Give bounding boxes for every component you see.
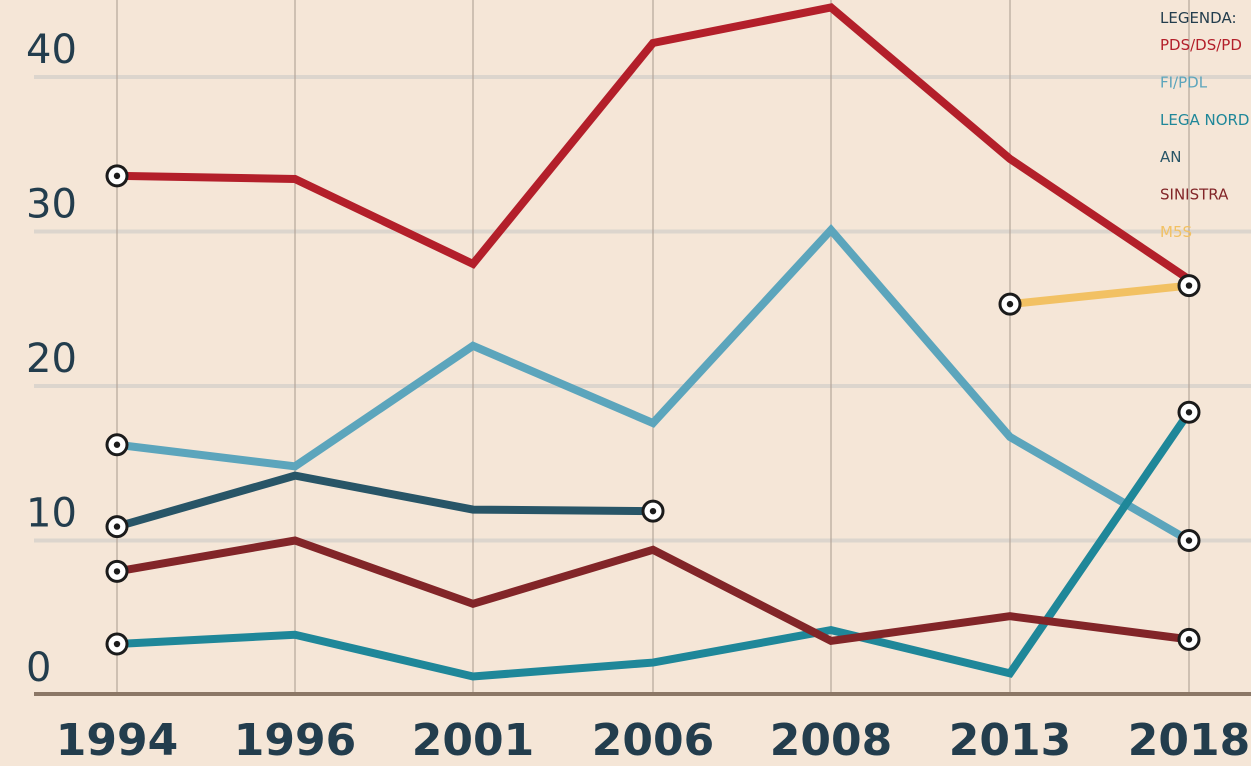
legend-item-an: AN xyxy=(1160,148,1181,166)
data-point-marker xyxy=(1177,274,1201,298)
data-point-marker xyxy=(105,559,129,583)
y-axis: 0 10 20 30 40 xyxy=(26,27,77,691)
y-tick-label: 0 xyxy=(26,645,51,691)
series-line-pds-ds-pd xyxy=(116,3,1192,283)
data-markers xyxy=(105,164,1201,656)
y-tick-label: 30 xyxy=(26,182,77,228)
data-point-marker xyxy=(1177,627,1201,651)
series-line-sinistra xyxy=(116,536,1190,646)
gridlines xyxy=(34,75,1251,543)
x-tick-label: 2013 xyxy=(949,715,1071,766)
x-tick-label: 2006 xyxy=(592,715,714,766)
y-tick-label: 10 xyxy=(26,491,77,537)
legend-item-fi-pdl: FI/PDL xyxy=(1160,73,1208,91)
x-tick-label: 1994 xyxy=(56,715,178,766)
x-tick-label: 2018 xyxy=(1128,715,1250,766)
data-point-marker xyxy=(105,433,129,457)
y-tick-label: 40 xyxy=(26,27,77,73)
year-guides xyxy=(116,0,1190,694)
legend-title: LEGENDA: xyxy=(1160,9,1237,27)
x-axis: 1994 1996 2001 2006 2008 2013 2018 xyxy=(34,692,1251,766)
data-point-marker xyxy=(998,292,1022,316)
legend: LEGENDA: PDS/DS/PD FI/PDL LEGA NORD AN SINIS… xyxy=(1160,9,1250,241)
legend-item-m5s: M5S xyxy=(1160,223,1192,241)
x-tick-label: 1996 xyxy=(234,715,356,766)
data-point-marker xyxy=(1177,400,1201,424)
data-point-marker xyxy=(105,164,129,188)
legend-item-sinistra: SINISTRA xyxy=(1160,186,1229,204)
y-tick-label: 20 xyxy=(26,336,77,382)
data-point-marker xyxy=(1177,529,1201,552)
series-line-fi-pdl xyxy=(116,223,1192,544)
legend-item-pds-ds-pd: PDS/DS/PD xyxy=(1160,36,1242,54)
series-line-lega-nord xyxy=(116,410,1193,681)
x-tick-label: 2008 xyxy=(770,715,892,766)
data-point-marker xyxy=(105,632,129,656)
data-point-marker xyxy=(641,499,665,523)
legend-item-lega-nord: LEGA NORD xyxy=(1160,111,1250,129)
x-tick-label: 2001 xyxy=(412,715,534,766)
series-line-an xyxy=(115,471,654,531)
series-line-m5s xyxy=(1009,281,1190,309)
series-lines xyxy=(115,3,1193,681)
data-point-marker xyxy=(105,515,129,539)
